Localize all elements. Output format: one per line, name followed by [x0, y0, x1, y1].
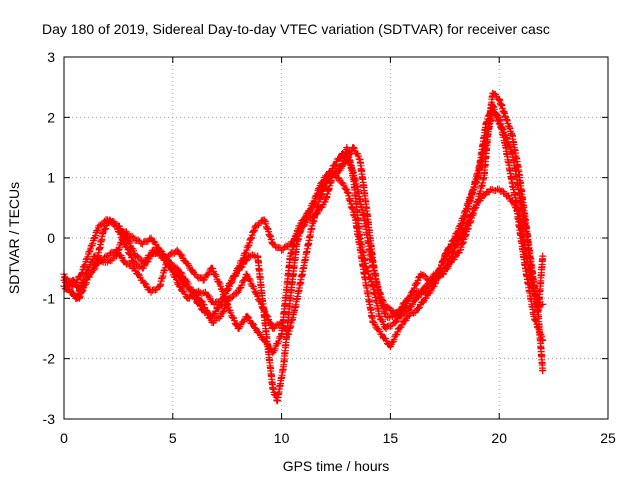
data-series — [60, 89, 547, 405]
y-tick-label: 1 — [47, 170, 55, 186]
chart-title: Day 180 of 2019, Sidereal Day-to-day VTE… — [42, 21, 550, 37]
x-tick-label: 20 — [491, 430, 507, 446]
x-tick-label: 25 — [600, 430, 616, 446]
series-markers — [60, 107, 547, 405]
x-tick-label: 0 — [60, 430, 68, 446]
series-track-1 — [60, 144, 547, 345]
y-tick-label: 2 — [47, 109, 55, 125]
series-markers — [60, 144, 547, 345]
y-tick-label: -1 — [43, 290, 56, 306]
x-tick-label: 5 — [169, 430, 177, 446]
x-tick-label: 10 — [274, 430, 290, 446]
y-tick-label: 3 — [47, 49, 55, 65]
y-tick-label: -3 — [43, 411, 56, 427]
x-axis-label: GPS time / hours — [283, 458, 390, 474]
y-axis-label: SDTVAR / TECUs — [6, 182, 22, 294]
series-track-3 — [60, 107, 547, 405]
axis-ticks: 0 5 10 15 20 25 -3 -2 -1 0 1 2 3 — [43, 49, 616, 446]
y-tick-label: 0 — [47, 230, 55, 246]
x-tick-label: 15 — [383, 430, 399, 446]
y-tick-label: -2 — [43, 351, 56, 367]
